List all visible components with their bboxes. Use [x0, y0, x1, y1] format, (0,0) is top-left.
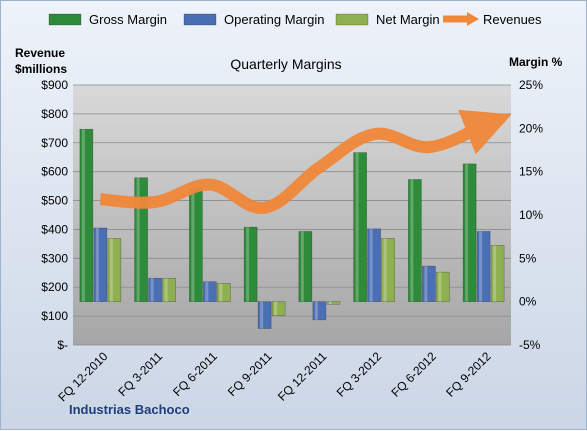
left-tick-label: $900 — [41, 78, 68, 92]
right-tick-label: 5% — [519, 251, 537, 265]
bar-gross-margin — [462, 163, 477, 302]
chart-title: Quarterly Margins — [230, 56, 341, 72]
series-line-revenues — [99, 109, 512, 214]
left-tick-label: $800 — [41, 107, 68, 121]
bar-gross-margin — [353, 152, 367, 302]
left-tick-label: $200 — [41, 280, 68, 294]
bar-operating-margin — [367, 228, 381, 302]
bar-net-margin — [217, 283, 231, 302]
right-tick-label: 0% — [519, 295, 537, 309]
left-axis-title-line2: $millions — [15, 62, 67, 76]
bar-net-margin — [107, 238, 122, 302]
category-tick-label: FQ 3-2012 — [334, 349, 385, 400]
bar-highlight — [424, 266, 428, 302]
category-tick-label: FQ 12-2011 — [275, 349, 330, 404]
bar-operating-margin — [257, 301, 272, 329]
legend-item-revenues: Revenues — [443, 12, 542, 27]
legend-swatch — [48, 13, 82, 26]
legend-swatch — [335, 13, 369, 26]
left-tick-label: $500 — [41, 194, 68, 208]
legend-swatch — [183, 13, 217, 26]
bar-net-margin — [381, 238, 395, 302]
category-tick-label: FQ 12-2010 — [55, 349, 110, 404]
left-tick-label: $100 — [41, 309, 68, 323]
bar-highlight — [479, 231, 483, 302]
bar-net-margin — [326, 301, 341, 305]
bar-highlight — [191, 188, 195, 302]
legend-label: Operating Margin — [224, 12, 324, 27]
legend-arrow-icon — [467, 12, 479, 26]
right-tick-label: 10% — [519, 208, 543, 222]
category-tick-label: FQ 9-2012 — [443, 349, 494, 400]
bar-net-margin — [271, 301, 286, 316]
bar-highlight — [410, 179, 414, 302]
category-tick-label: FQ 9-2011 — [225, 349, 275, 399]
legend-item-gross-margin: Gross Margin — [48, 12, 167, 27]
left-tick-label: $600 — [41, 165, 68, 179]
bar-operating-margin — [476, 231, 491, 302]
legend-item-net-margin: Net Margin — [335, 12, 440, 27]
category-tick-label: FQ 3-2011 — [115, 349, 165, 399]
bar-gross-margin — [243, 226, 258, 302]
left-tick-label: $300 — [41, 251, 68, 265]
bar-highlight — [328, 301, 332, 305]
bar-highlight — [465, 163, 469, 302]
bar-net-margin — [162, 277, 176, 302]
bar-highlight — [493, 245, 497, 302]
legend-label: Revenues — [483, 12, 542, 27]
right-axis-title: Margin % — [509, 55, 563, 69]
right-tick-label: 25% — [519, 78, 543, 92]
bar-highlight — [314, 301, 318, 320]
bar-highlight — [219, 283, 223, 302]
bar-operating-margin — [312, 301, 327, 321]
right-tick-label: -5% — [519, 338, 541, 352]
bar-gross-margin — [189, 187, 203, 302]
bar-gross-margin — [408, 179, 422, 302]
bar-net-margin — [436, 271, 450, 302]
bar-highlight — [369, 228, 373, 302]
bar-highlight — [383, 238, 387, 302]
bar-highlight — [355, 152, 359, 302]
bar-highlight — [136, 177, 140, 302]
left-tick-label: $- — [57, 338, 68, 352]
bar-operating-margin — [148, 277, 162, 302]
left-tick-label: $700 — [41, 136, 68, 150]
source-label: Industrias Bachoco — [69, 402, 190, 417]
left-tick-label: $400 — [41, 222, 68, 236]
bar-highlight — [438, 272, 442, 302]
bar-operating-margin — [203, 281, 217, 302]
bar-operating-margin — [422, 265, 436, 302]
left-axis-title-line1: Revenue — [15, 46, 65, 60]
bar-net-margin — [490, 245, 505, 302]
legend-label: Gross Margin — [89, 12, 167, 27]
bar-highlight — [81, 129, 85, 302]
bar-highlight — [95, 228, 99, 302]
bar-highlight — [109, 238, 113, 302]
bar-highlight — [246, 227, 250, 302]
right-tick-label: 15% — [519, 165, 543, 179]
bar-highlight — [274, 301, 278, 316]
legend-item-operating-margin: Operating Margin — [183, 12, 324, 27]
bar-gross-margin — [298, 231, 313, 302]
bar-gross-margin — [79, 128, 94, 302]
bar-operating-margin — [93, 227, 108, 302]
bar-highlight — [205, 281, 209, 302]
bar-highlight — [164, 278, 168, 302]
bar-highlight — [150, 278, 154, 302]
right-tick-label: 20% — [519, 121, 543, 135]
legend-label: Net Margin — [376, 12, 440, 27]
bar-gross-margin — [134, 177, 148, 302]
bar-highlight — [260, 301, 264, 329]
bar-highlight — [300, 231, 304, 302]
category-tick-label: FQ 6-2012 — [389, 349, 440, 400]
category-tick-label: FQ 6-2011 — [170, 349, 220, 399]
